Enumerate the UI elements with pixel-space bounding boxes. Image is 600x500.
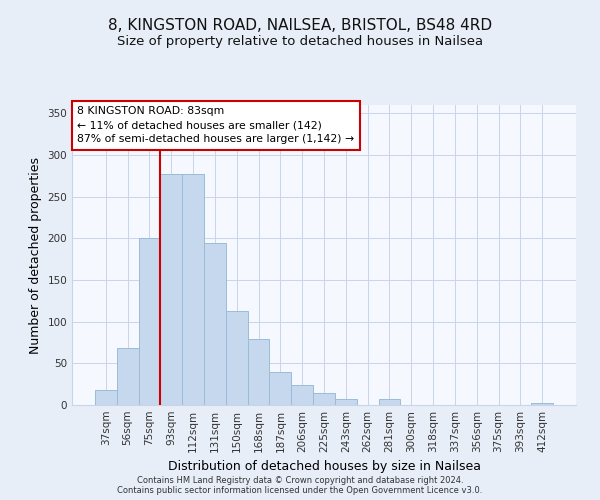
X-axis label: Distribution of detached houses by size in Nailsea: Distribution of detached houses by size … [167, 460, 481, 473]
Bar [95, 390, 117, 405]
Bar [313, 394, 335, 405]
Bar [160, 174, 182, 405]
Text: 8 KINGSTON ROAD: 83sqm
← 11% of detached houses are smaller (142)
87% of semi-de: 8 KINGSTON ROAD: 83sqm ← 11% of detached… [77, 106, 354, 144]
Text: Contains public sector information licensed under the Open Government Licence v3: Contains public sector information licen… [118, 486, 482, 495]
Bar [269, 372, 291, 405]
Bar [139, 238, 160, 405]
Bar [182, 174, 204, 405]
Bar [291, 385, 313, 405]
Bar [248, 339, 269, 405]
Bar [226, 311, 248, 405]
Bar [117, 348, 139, 405]
Text: Size of property relative to detached houses in Nailsea: Size of property relative to detached ho… [117, 35, 483, 48]
Bar [379, 399, 400, 405]
Bar [531, 404, 553, 405]
Bar [335, 399, 357, 405]
Bar [204, 242, 226, 405]
Y-axis label: Number of detached properties: Number of detached properties [29, 156, 42, 354]
Text: 8, KINGSTON ROAD, NAILSEA, BRISTOL, BS48 4RD: 8, KINGSTON ROAD, NAILSEA, BRISTOL, BS48… [108, 18, 492, 32]
Text: Contains HM Land Registry data © Crown copyright and database right 2024.: Contains HM Land Registry data © Crown c… [137, 476, 463, 485]
